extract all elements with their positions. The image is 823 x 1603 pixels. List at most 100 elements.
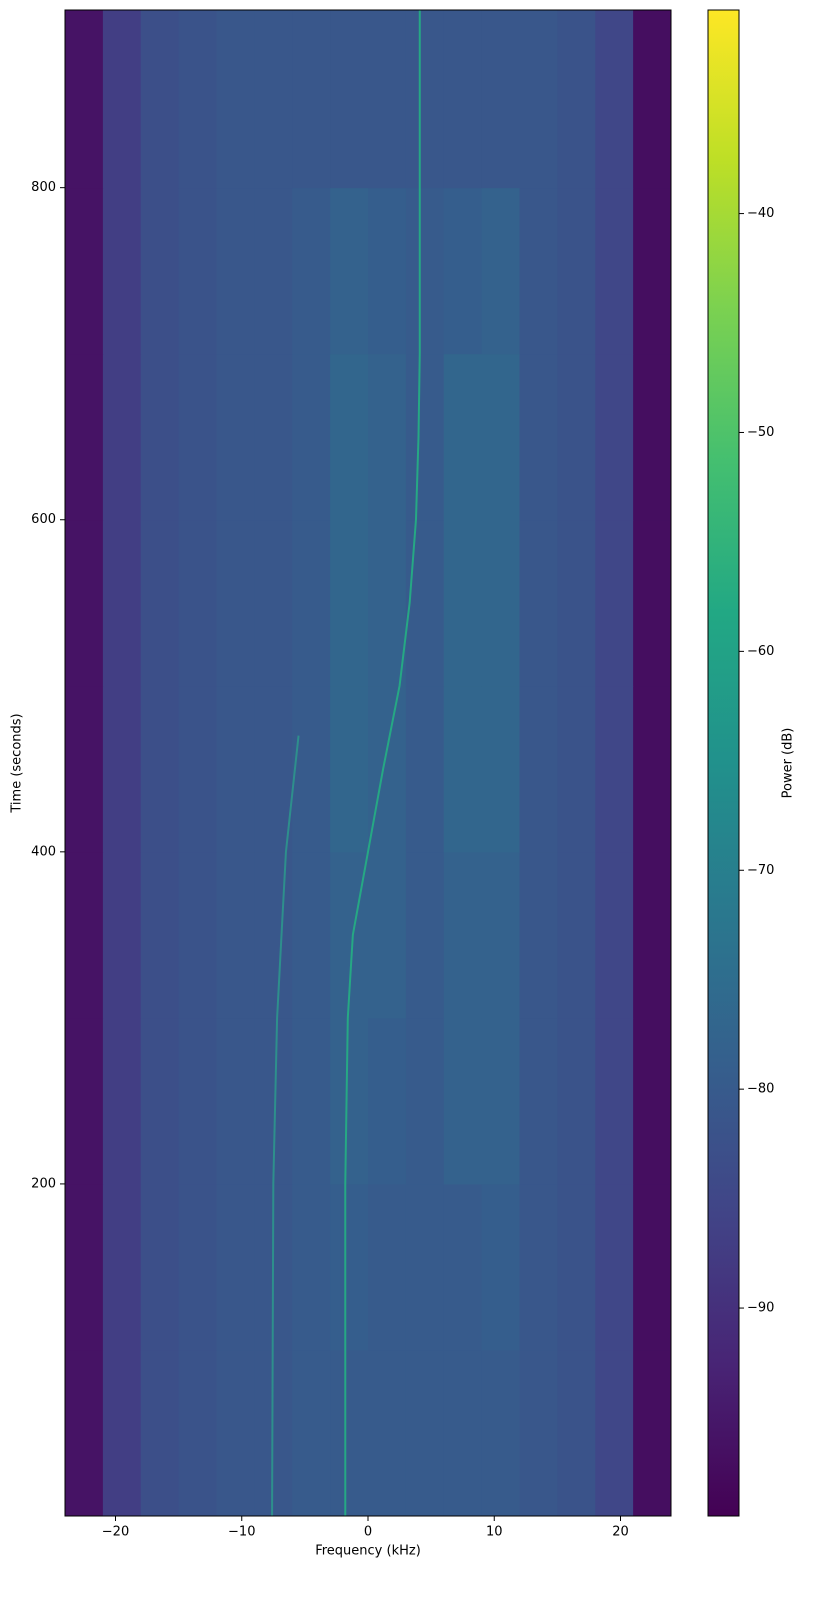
heatmap-cell [140, 1017, 180, 1185]
x-tick-label: 10 [486, 1525, 503, 1540]
x-tick-label: 0 [364, 1525, 372, 1540]
heatmap-cell [557, 353, 596, 521]
colorbar-label: Power (dB) [781, 728, 796, 799]
heatmap-cell [330, 1183, 369, 1351]
heatmap-cell [481, 1017, 520, 1185]
heatmap-cell [519, 851, 558, 1019]
heatmap-cell [292, 10, 331, 189]
heatmap-cell [368, 685, 407, 853]
heatmap-cell [102, 1017, 142, 1185]
heatmap-cell [405, 519, 445, 687]
heatmap-cell [368, 519, 407, 687]
heatmap-cell [405, 1017, 445, 1185]
heatmap-cell [330, 519, 369, 687]
heatmap-cell [140, 353, 180, 521]
heatmap-cell [557, 519, 596, 687]
heatmap-cell [102, 187, 142, 355]
heatmap-cell [368, 10, 407, 189]
heatmap-cell [140, 851, 180, 1019]
heatmap-cell [405, 10, 445, 189]
heatmap-cell [178, 851, 217, 1019]
heatmap-cell [633, 1017, 671, 1185]
heatmap-cell [633, 10, 671, 189]
plot-area [65, 10, 671, 1516]
heatmap-cell [140, 10, 180, 189]
heatmap-cell [633, 1349, 671, 1516]
heatmap-cell [405, 851, 445, 1019]
colorbar-tick-label: −50 [747, 425, 774, 440]
heatmap-cell [481, 1349, 520, 1516]
heatmap-cell [102, 685, 142, 853]
y-tick-label: 800 [31, 180, 56, 195]
heatmap-cell [481, 187, 520, 355]
heatmap-cell [557, 1349, 596, 1516]
heatmap-cell [443, 10, 483, 189]
colorbar-tick-label: −70 [747, 863, 774, 878]
heatmap-cell [178, 353, 217, 521]
heatmap-cell [102, 353, 142, 521]
heatmap-cell [292, 353, 331, 521]
heatmap-cell [405, 1349, 445, 1516]
heatmap-cell [368, 851, 407, 1019]
heatmap-cell [368, 187, 407, 355]
heatmap-cell [595, 519, 634, 687]
heatmap-cell [405, 187, 445, 355]
heatmap-cell [254, 353, 293, 521]
heatmap-cell [595, 10, 634, 189]
heatmap-cell [292, 1183, 331, 1351]
heatmap-cell [519, 187, 558, 355]
heatmap-cell [216, 1349, 255, 1516]
trace [271, 735, 300, 1516]
x-axis-label: Frequency (kHz) [315, 1544, 421, 1559]
heatmap-cell [557, 1183, 596, 1351]
heatmap-cell [140, 1349, 180, 1516]
heatmap-cell [443, 685, 483, 853]
heatmap-cell [140, 1183, 180, 1351]
heatmap-cell [633, 187, 671, 355]
x-tick-label: −20 [102, 1525, 129, 1540]
heatmap-cell [557, 187, 596, 355]
heatmap-cell [443, 1349, 483, 1516]
heatmap-cell [368, 1183, 407, 1351]
heatmap-cell [216, 1017, 255, 1185]
heatmap-cell [633, 1183, 671, 1351]
heatmap-cell [140, 519, 180, 687]
heatmap-cell [519, 1349, 558, 1516]
heatmap-cell [595, 353, 634, 521]
heatmap-cell [178, 10, 217, 189]
heatmap-cell [443, 519, 483, 687]
heatmap-cell [481, 1183, 520, 1351]
heatmap-cell [216, 851, 255, 1019]
heatmap-cell [254, 851, 293, 1019]
heatmap-cell [633, 519, 671, 687]
y-tick-label: 200 [31, 1176, 56, 1191]
heatmap-cell [443, 1017, 483, 1185]
heatmap-cell [368, 1017, 407, 1185]
heatmap-cell [519, 685, 558, 853]
heatmap-cell [102, 1183, 142, 1351]
heatmap-cell [216, 685, 255, 853]
heatmap-cell [254, 519, 293, 687]
heatmap-cell [292, 851, 331, 1019]
heatmap-cell [557, 10, 596, 189]
heatmap-cell [481, 353, 520, 521]
heatmap-cell [595, 1183, 634, 1351]
heatmap-cell [368, 1349, 407, 1516]
heatmap-cell [557, 685, 596, 853]
heatmap-cell [178, 187, 217, 355]
y-tick-label: 400 [31, 844, 56, 859]
heatmap-cell [292, 685, 331, 853]
heatmap-cell [254, 685, 293, 853]
heatmap-cell [254, 187, 293, 355]
heatmap-cell [65, 187, 104, 355]
heatmap-cell [519, 1183, 558, 1351]
heatmap-cell [443, 187, 483, 355]
heatmap-cell [65, 519, 104, 687]
heatmap-cell [330, 187, 369, 355]
heatmap-cell [65, 1183, 104, 1351]
heatmap-cell [292, 1017, 331, 1185]
heatmap-cell [633, 685, 671, 853]
heatmap-cell [405, 1183, 445, 1351]
y-axis-label: Time (seconds) [10, 713, 25, 813]
heatmap-cell [519, 353, 558, 521]
